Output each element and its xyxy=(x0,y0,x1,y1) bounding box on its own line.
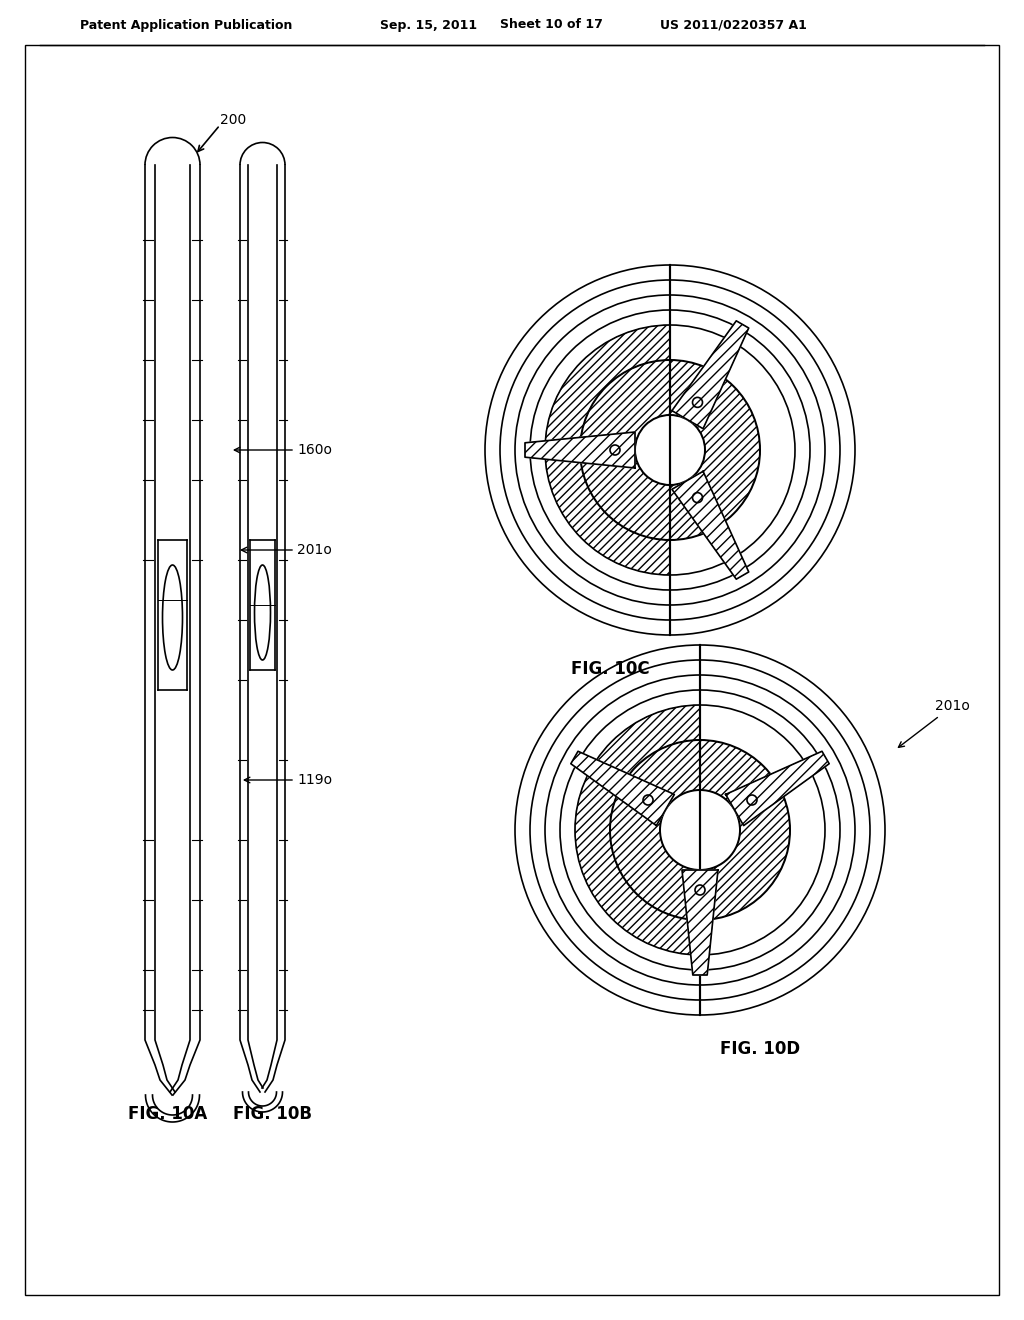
Text: FIG. 10C: FIG. 10C xyxy=(570,660,649,678)
Polygon shape xyxy=(682,870,718,975)
Polygon shape xyxy=(525,432,635,469)
Text: 160o: 160o xyxy=(297,444,332,457)
Text: Sheet 10 of 17: Sheet 10 of 17 xyxy=(500,18,603,32)
Polygon shape xyxy=(570,751,675,825)
Text: Sep. 15, 2011: Sep. 15, 2011 xyxy=(380,18,477,32)
Polygon shape xyxy=(672,471,749,579)
Text: FIG. 10A: FIG. 10A xyxy=(128,1105,207,1123)
Polygon shape xyxy=(672,321,749,429)
Polygon shape xyxy=(570,751,675,825)
Text: FIG. 10B: FIG. 10B xyxy=(233,1105,312,1123)
Polygon shape xyxy=(672,321,749,429)
Polygon shape xyxy=(682,870,718,975)
Polygon shape xyxy=(726,751,829,825)
Text: FIG. 10D: FIG. 10D xyxy=(720,1040,800,1059)
Text: Patent Application Publication: Patent Application Publication xyxy=(80,18,293,32)
Text: 201o: 201o xyxy=(297,543,332,557)
Text: US 2011/0220357 A1: US 2011/0220357 A1 xyxy=(660,18,807,32)
Text: 119o: 119o xyxy=(297,774,332,787)
Text: 201o: 201o xyxy=(898,700,970,747)
Text: 200: 200 xyxy=(220,114,246,127)
Polygon shape xyxy=(726,751,829,825)
Polygon shape xyxy=(672,471,749,579)
Polygon shape xyxy=(525,432,635,469)
